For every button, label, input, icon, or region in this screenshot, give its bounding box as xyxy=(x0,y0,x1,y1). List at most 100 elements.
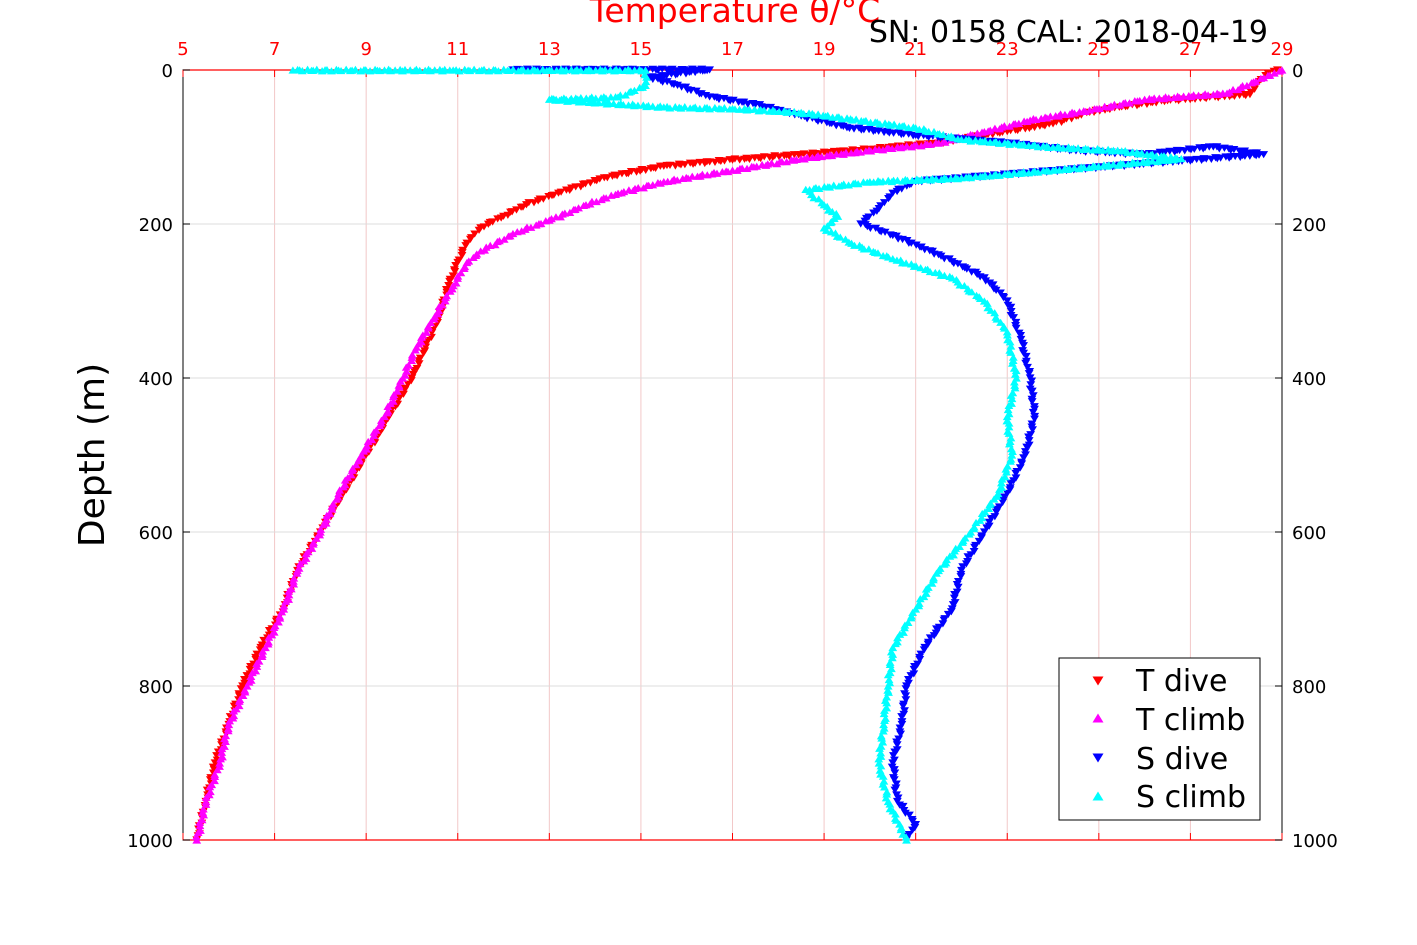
data-point xyxy=(938,130,948,139)
data-point xyxy=(334,489,344,498)
series-s-climb xyxy=(288,65,1186,844)
data-point xyxy=(1019,342,1028,350)
data-point xyxy=(1016,335,1026,344)
data-point xyxy=(533,197,543,205)
y-tick-label-right: 1000 xyxy=(1292,831,1338,852)
data-point xyxy=(1006,303,1016,311)
data-point xyxy=(980,136,990,145)
data-point xyxy=(981,277,991,285)
data-point xyxy=(886,664,896,673)
data-point xyxy=(1256,74,1266,82)
chart-subtitle: SN: 0158 CAL: 2018-04-19 xyxy=(869,15,1268,50)
data-point xyxy=(429,315,439,323)
data-point xyxy=(985,279,995,287)
data-point xyxy=(1073,144,1083,152)
data-point xyxy=(972,129,982,137)
data-point xyxy=(1000,170,1010,178)
data-point xyxy=(224,720,234,729)
data-point xyxy=(892,741,902,749)
data-point xyxy=(823,111,833,119)
data-point xyxy=(279,602,289,610)
data-point xyxy=(445,287,455,295)
data-point xyxy=(419,349,428,357)
data-point xyxy=(434,306,444,315)
data-point xyxy=(880,228,890,236)
data-point xyxy=(997,475,1007,483)
data-point xyxy=(579,98,589,106)
data-point xyxy=(951,173,961,181)
data-point xyxy=(410,346,420,354)
data-point xyxy=(714,95,724,104)
data-point xyxy=(531,221,541,229)
x-tick-label: 25 xyxy=(1087,39,1110,60)
data-point xyxy=(236,685,246,693)
data-point xyxy=(739,98,749,106)
x-tick-label: 23 xyxy=(996,39,1019,60)
data-point xyxy=(641,66,650,74)
data-point xyxy=(483,220,493,228)
data-point xyxy=(192,836,202,844)
data-point xyxy=(229,707,239,715)
data-point xyxy=(1090,105,1099,113)
data-point xyxy=(879,720,889,729)
data-point xyxy=(899,122,909,130)
data-point xyxy=(900,624,909,632)
legend-marker-t-climb xyxy=(1092,713,1104,723)
data-point xyxy=(757,160,767,169)
x-tick-label: 7 xyxy=(269,39,280,60)
data-point xyxy=(508,65,518,73)
data-point xyxy=(1275,67,1284,75)
data-point xyxy=(765,153,775,162)
data-point xyxy=(728,96,738,104)
data-point xyxy=(982,299,992,307)
data-point xyxy=(889,129,899,137)
data-point xyxy=(970,543,979,551)
data-point xyxy=(1011,469,1021,478)
data-point xyxy=(925,634,935,642)
x-tick-label: 5 xyxy=(177,39,188,60)
data-point xyxy=(989,495,999,503)
data-point xyxy=(1011,324,1021,332)
data-point xyxy=(885,660,895,668)
data-point xyxy=(642,73,651,81)
data-point xyxy=(308,540,318,548)
data-point xyxy=(234,692,244,700)
data-point xyxy=(909,665,919,674)
x-tick-label: 29 xyxy=(1271,39,1294,60)
data-point xyxy=(1027,398,1037,406)
data-point xyxy=(1006,457,1015,465)
data-point xyxy=(875,744,884,752)
data-point xyxy=(1010,370,1020,378)
data-point xyxy=(597,195,606,204)
data-point xyxy=(444,282,453,290)
data-point xyxy=(570,96,579,105)
data-point xyxy=(403,380,413,388)
data-point xyxy=(246,672,256,680)
data-point xyxy=(450,268,460,276)
data-point xyxy=(212,765,222,774)
data-point xyxy=(891,810,900,818)
data-point xyxy=(1024,370,1034,378)
data-point xyxy=(242,672,252,680)
data-point xyxy=(461,242,471,250)
data-point xyxy=(1019,140,1029,148)
data-point xyxy=(720,103,729,112)
data-point xyxy=(441,293,450,302)
data-point xyxy=(819,183,829,191)
data-point xyxy=(888,759,898,767)
data-point xyxy=(1140,95,1150,103)
data-point xyxy=(950,590,959,599)
data-point xyxy=(445,277,455,286)
data-point xyxy=(883,671,893,679)
data-point xyxy=(710,158,720,166)
data-point xyxy=(474,226,484,234)
data-point xyxy=(1027,377,1037,385)
data-point xyxy=(967,288,977,296)
data-point xyxy=(743,100,753,108)
data-point xyxy=(624,88,634,96)
data-point xyxy=(804,151,814,159)
data-point xyxy=(990,124,1000,132)
data-point xyxy=(617,170,627,178)
data-point xyxy=(476,247,486,255)
